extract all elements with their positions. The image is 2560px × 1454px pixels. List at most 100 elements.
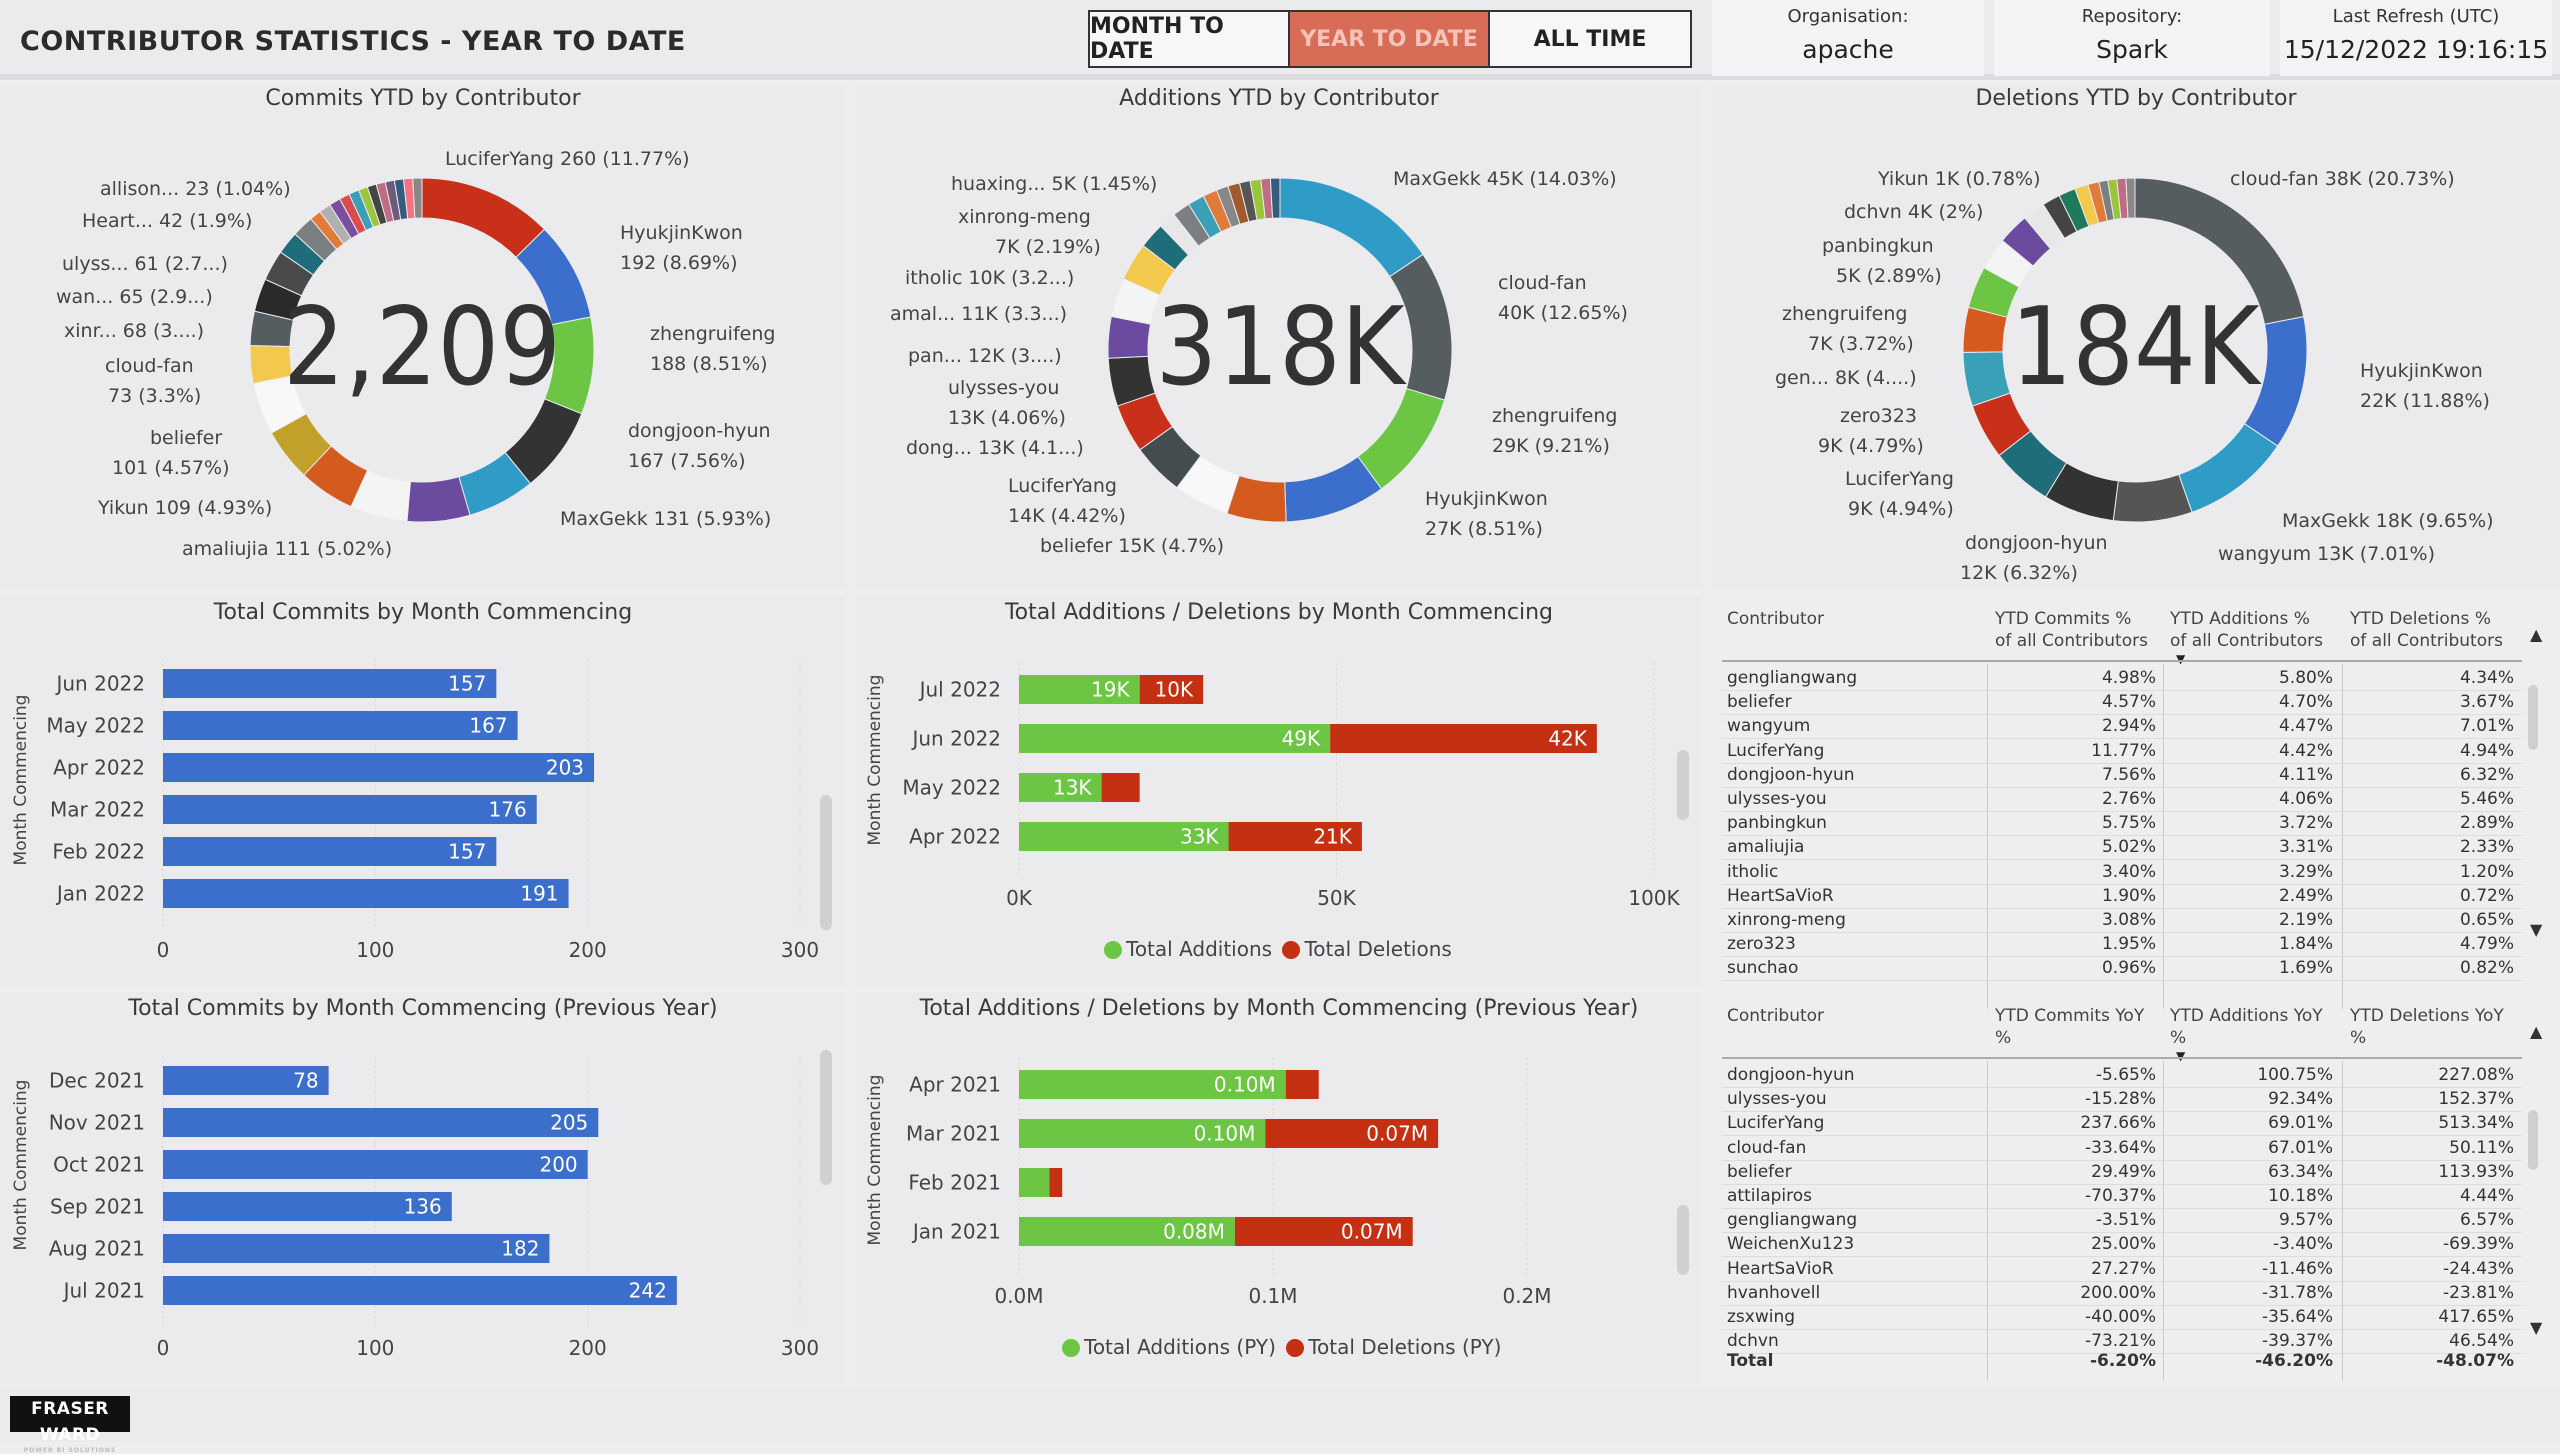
yoy-table-contributor-cell[interactable]: ulysses-you [1727,1089,1827,1110]
commits-month-bar[interactable] [163,753,595,782]
sort-desc-icon[interactable]: ▼ [2176,1049,2186,1063]
tab-all-time[interactable]: ALL TIME [1490,12,1690,66]
yoy-table-contributor-cell[interactable]: cloud-fan [1727,1137,1807,1158]
yoy-table-contributor-cell[interactable]: LuciferYang [1727,1113,1825,1134]
adddel-month-py-deletions-bar[interactable] [1234,1217,1413,1246]
commits-month-py-bar[interactable] [163,1234,550,1263]
yoy-table-contributor-cell[interactable]: HeartSaVioR [1727,1258,1834,1279]
yoy-table-row-divider [1722,1183,2522,1185]
commits-month-py-bar[interactable] [163,1066,329,1095]
ytd-scroll-up-icon[interactable]: ▲ [2530,625,2543,644]
yoy-table-contributor-cell[interactable]: gengliangwang [1727,1210,1858,1231]
deletions-donut-label: wangyum 13K (7.01%) [2218,543,2435,565]
yoy-table-contributor-cell[interactable]: dchvn [1727,1331,1779,1352]
ytd-table-contributor-cell[interactable]: HeartSaVioR [1727,885,1834,906]
adddel-month-deletions-bar[interactable] [1101,773,1140,802]
yoy-table-contributor-cell[interactable]: attilapiros [1727,1186,1812,1206]
ytd-table-contributor-cell[interactable]: ulysses-you [1727,789,1827,809]
adddel-month-py-additions-bar[interactable] [1019,1168,1050,1197]
adddel-month-additions-bar[interactable] [1019,675,1140,704]
ytd-table-header[interactable]: YTD Additions % of all Contributors [2170,609,2323,651]
adddel-month-py-additions-bar[interactable] [1019,1070,1286,1099]
adddel-month-additions-bar[interactable] [1019,773,1102,802]
deletions-donut-label: MaxGekk 18K (9.65%) [2282,510,2494,532]
commits-donut-slice[interactable] [412,177,423,219]
adddel-month-py-deletions-bar[interactable] [1285,1070,1319,1099]
ytd-table-contributor-cell[interactable]: panbingkun [1727,813,1827,834]
ytd-table-contributor-cell[interactable]: beliefer [1727,692,1792,713]
commits-month-bar[interactable] [163,837,497,866]
adddel-month-deletions-bar[interactable] [1228,822,1362,851]
yoy-table-value-cell: -3.51% [2095,1210,2156,1231]
ytd-table-contributor-cell[interactable]: sunchao [1727,958,1799,979]
ytd-table-value-cell: 3.67% [2459,692,2514,713]
commits-month-py-scrollbar[interactable] [820,1050,832,1185]
ytd-table-column-divider [2342,664,2343,1009]
ytd-table-contributor-cell[interactable]: gengliangwang [1727,668,1858,688]
ytd-table-header[interactable]: Contributor [1727,609,1825,629]
yoy-scroll-up-icon[interactable]: ▲ [2530,1022,2543,1041]
yoy-table-contributor-cell[interactable]: WeichenXu123 [1727,1234,1855,1255]
yoy-table-contributor-cell[interactable]: hvanhovell [1727,1282,1821,1303]
adddel-month-additions-bar[interactable] [1019,724,1331,753]
commits-month-scrollbar[interactable] [820,795,832,930]
sort-desc-icon[interactable]: ▼ [2176,652,2186,666]
adddel-month-additions-bar[interactable] [1019,822,1229,851]
ytd-table-contributor-cell[interactable]: zero323 [1727,934,1796,955]
tab-year-to-date[interactable]: YEAR TO DATE [1290,12,1490,66]
yoy-table-contributor-cell[interactable]: dongjoon-hyun [1727,1065,1855,1085]
yoy-table-value-cell: -24.43% [2443,1258,2514,1279]
deletions-donut-label: cloud-fan 38K (20.73%) [2230,168,2455,190]
commits-month-py-bar[interactable] [163,1108,599,1137]
commits-month-py-bar[interactable] [163,1276,677,1305]
commits-month-data-label: 167 [469,714,507,738]
yoy-table-header[interactable]: YTD Deletions YoY % [2350,1006,2504,1048]
adddel-month-py-deletions-bar[interactable] [1265,1119,1439,1148]
adddel-month-deletions-bar[interactable] [1139,675,1204,704]
ytd-table-header-divider [1722,660,2522,662]
commits-month-py-bar[interactable] [163,1150,588,1179]
ytd-table-contributor-cell[interactable]: dongjoon-hyun [1727,764,1855,785]
adddel-month-py-data-label: 0.07M [1341,1220,1403,1244]
adddel-month-py-category-label: Apr 2021 [909,1073,1001,1097]
ytd-table-row-divider [1722,738,2522,740]
ytd-table-value-cell: 0.72% [2459,885,2514,906]
adddel-month-category-label: May 2022 [902,776,1001,800]
adddel-month-py-additions-bar[interactable] [1019,1119,1266,1148]
commits-month-bar[interactable] [163,711,518,740]
adddel-month-py-deletions-bar[interactable] [1049,1168,1063,1197]
adddel-month-py-data-label: 0.08M [1163,1220,1225,1244]
commits-donut-label: MaxGekk 131 (5.93%) [560,508,772,530]
ytd-table-contributor-cell[interactable]: wangyum [1727,716,1811,737]
adddel-month-py-additions-bar[interactable] [1019,1217,1235,1246]
commits-month-py-bar[interactable] [163,1192,452,1221]
ytd-table-header[interactable]: YTD Commits % of all Contributors [1995,609,2148,651]
commits-month-bar[interactable] [163,879,569,908]
commits-month-bar[interactable] [163,795,537,824]
ytd-table-contributor-cell[interactable]: amaliujia [1727,837,1805,858]
yoy-table-value-cell: 100.75% [2257,1065,2333,1085]
ytd-table-contributor-cell[interactable]: LuciferYang [1727,740,1825,761]
yoy-table-header[interactable]: YTD Additions YoY % [2170,1006,2323,1048]
adddel-month-py-scrollbar[interactable] [1677,1205,1689,1275]
yoy-table-contributor-cell[interactable]: zsxwing [1727,1307,1796,1327]
ytd-table-contributor-cell[interactable]: itholic [1727,861,1779,882]
yoy-scroll-down-icon[interactable]: ▼ [2530,1318,2543,1337]
yoy-table-contributor-cell[interactable]: beliefer [1727,1161,1792,1182]
adddel-month-tick-label: 100K [1628,886,1680,910]
ytd-table-header[interactable]: YTD Deletions % of all Contributors [2350,609,2503,651]
ytd-scroll-down-icon[interactable]: ▼ [2530,920,2543,939]
commits-month-bar[interactable] [163,669,497,698]
ytd-table-contributor-cell[interactable]: xinrong-meng [1727,910,1846,930]
additions-donut-label: pan... 12K (3....) [908,345,1062,367]
tab-month-to-date[interactable]: MONTH TO DATE [1090,12,1290,66]
deletions-donut-slice[interactable] [2125,177,2136,219]
yoy-table-scrollbar[interactable] [2528,1110,2538,1170]
yoy-table-header[interactable]: YTD Commits YoY % [1995,1006,2145,1048]
yoy-table-value-cell: -40.00% [2085,1307,2156,1327]
additions-donut-slice[interactable] [1269,177,1281,219]
adddel-month-scrollbar[interactable] [1677,750,1689,820]
ytd-table-scrollbar[interactable] [2528,685,2538,750]
yoy-table-header[interactable]: Contributor [1727,1006,1825,1026]
adddel-month-deletions-bar[interactable] [1330,724,1597,753]
